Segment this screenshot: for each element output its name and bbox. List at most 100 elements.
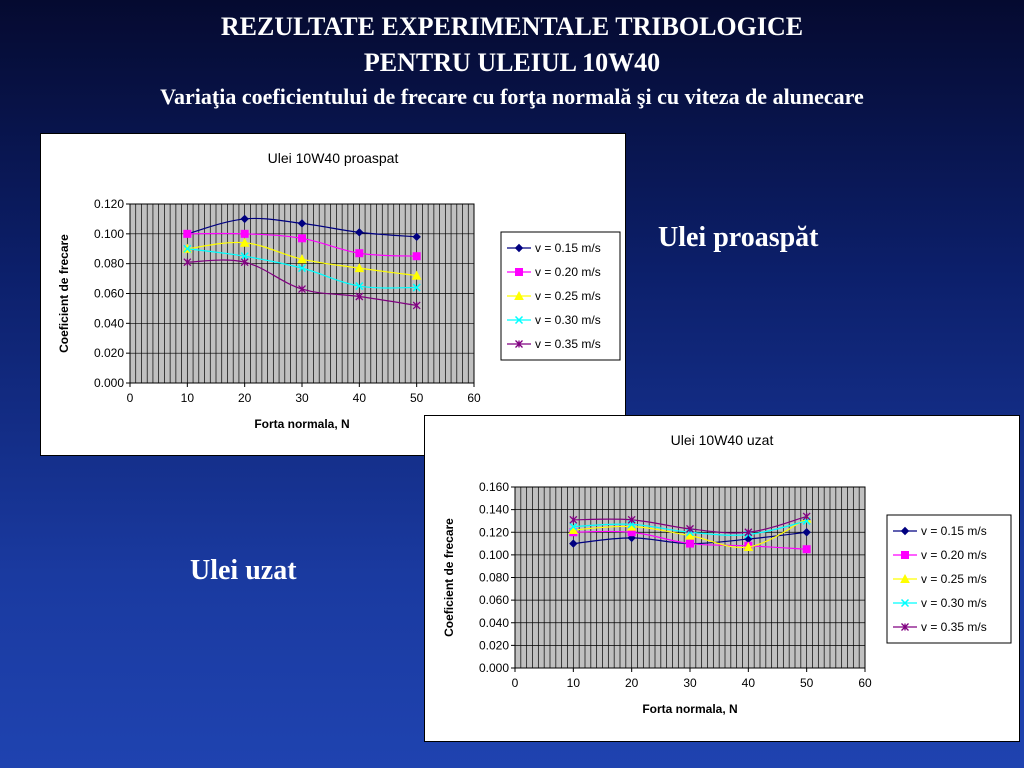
legend-label: v = 0.30 m/s [535,313,601,327]
x-tick-label: 20 [625,676,639,690]
y-axis-label: Coeficient de frecare [442,518,456,637]
data-point [744,528,753,537]
slide-title-line1: REZULTATE EXPERIMENTALE TRIBOLOGICE [220,12,804,41]
data-point [802,528,811,537]
chart-title: Ulei 10W40 uzat [671,432,774,448]
x-tick-label: 20 [238,391,252,405]
legend-label: v = 0.15 m/s [921,524,987,538]
data-point [569,522,578,531]
y-tick-label: 0.000 [94,376,124,390]
legend-label: v = 0.25 m/s [535,289,601,303]
legend-marker [515,268,523,276]
legend-item: v = 0.30 m/s [893,596,987,610]
series-2 [182,237,422,280]
legend-label: v = 0.25 m/s [921,572,987,586]
x-tick-label: 50 [800,676,814,690]
x-tick-label: 30 [683,676,697,690]
data-point [355,249,364,258]
y-tick-label: 0.060 [94,287,124,301]
data-point [298,234,306,243]
label-used-oil: Ulei uzat [190,555,297,586]
chart-fresh-oil-svg: Ulei 10W40 proaspat 0.000 0.020 0.040 0.060 0… [57,150,621,431]
data-point [355,228,364,237]
y-tick-label: 0.100 [479,548,509,562]
legend-marker [514,315,524,325]
legend-item: v = 0.25 m/s [893,572,987,586]
data-point [627,515,636,524]
data-point [355,282,364,291]
legend-marker [900,598,910,608]
data-point [412,252,421,261]
slide-title-line2: PENTRU ULEIUL 10W40 [363,48,661,77]
y-tick-label: 0.020 [94,346,124,360]
legend-marker [900,573,910,583]
x-tick-label: 0 [127,391,134,405]
y-tick-label: 0.160 [479,480,509,494]
x-tick-label: 60 [858,676,872,690]
data-point [183,258,192,267]
data-point [686,539,694,548]
data-point [411,270,422,280]
data-point [412,301,421,310]
legend-marker [514,290,524,300]
x-axis-label: Forta normala, N [254,417,349,431]
chart-fresh-oil: Ulei 10W40 proaspat 0.000 0.020 0.040 0.060 0… [40,133,626,456]
legend-label: v = 0.35 m/s [535,337,601,351]
series-4 [183,258,421,310]
data-point [686,524,694,533]
legend-item: v = 0.30 m/s [507,313,601,327]
data-point [297,264,307,273]
legend-item: v = 0.35 m/s [507,337,601,351]
data-point [412,232,421,242]
legend: v = 0.15 m/s v = 0.20 m/s v = 0.25 m/s v = … [500,231,621,361]
legend-marker [514,243,524,253]
data-point [183,244,192,253]
data-point [568,524,579,534]
data-point [240,258,249,267]
y-tick-label: 0.080 [94,257,124,271]
y-tick-label: 0.040 [94,316,124,330]
x-tick-label: 30 [295,391,309,405]
data-point [297,254,307,264]
y-tick-label: 0.000 [479,661,509,675]
series-4 [569,512,811,537]
x-tick-label: 50 [410,391,424,405]
legend-marker [901,623,909,631]
legend-label: v = 0.30 m/s [921,596,987,610]
legend-label: v = 0.20 m/s [535,265,601,279]
legend-item: v = 0.20 m/s [507,265,601,279]
legend-item: v = 0.15 m/s [893,524,987,538]
data-point [183,229,192,238]
data-point [354,263,365,273]
y-tick-label: 0.020 [479,638,509,652]
x-axis-label: Forta normala, N [642,702,737,716]
x-tick-label: 40 [742,676,756,690]
y-tick-label: 0.080 [479,571,509,585]
chart-used-oil-svg: Ulei 10W40 uzat 0.000 0.020 0.040 0.060 0.080… [442,432,1012,716]
y-axis-label: Coeficient de frecare [57,234,71,353]
data-point [802,545,811,554]
data-point [569,515,578,524]
gridlines [130,204,474,383]
y-tick-label: 0.100 [94,227,124,241]
data-point [240,214,249,224]
series-3 [183,244,421,292]
x-tick-label: 60 [467,391,481,405]
data-point [685,530,695,540]
data-point [412,283,421,292]
legend-item: v = 0.15 m/s [507,241,601,255]
legend-label: v = 0.35 m/s [921,620,987,634]
chart-used-oil: Ulei 10W40 uzat 0.000 0.020 0.040 0.060 0.080… [424,415,1020,742]
data-point [297,219,307,228]
slide-subtitle: Variaţia coeficientului de frecare cu fo… [160,84,864,109]
legend-item: v = 0.25 m/s [507,289,601,303]
data-point [240,252,249,261]
legend-label: v = 0.20 m/s [921,548,987,562]
legend-marker [900,526,910,536]
data-point [355,292,364,301]
data-point [743,541,754,551]
legend: v = 0.15 m/s v = 0.20 m/s v = 0.25 m/s v = … [886,514,1012,644]
y-tick-label: 0.040 [479,616,509,630]
x-tick-label: 10 [567,676,581,690]
chart-title: Ulei 10W40 proaspat [268,150,399,166]
